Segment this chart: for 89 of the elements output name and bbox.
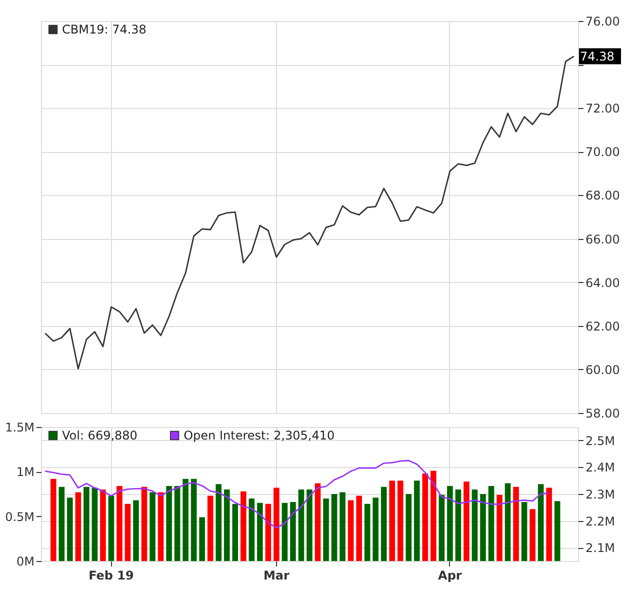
bar: [496, 494, 502, 561]
bar: [116, 486, 122, 561]
bar: [397, 480, 404, 561]
bar: [406, 494, 412, 561]
bar: [314, 483, 321, 561]
y-tick-label: 1.5M: [5, 420, 34, 434]
y2-tick-label: 2.5M: [586, 434, 615, 448]
bar: [290, 502, 296, 561]
bar: [265, 504, 272, 561]
bar: [248, 498, 255, 561]
y2-tick-label: 2.4M: [586, 460, 615, 475]
bar: [100, 490, 106, 561]
bar: [84, 486, 90, 561]
line-series: [44, 460, 550, 528]
bar: [240, 491, 246, 561]
bar: [50, 478, 56, 561]
bar: [340, 492, 346, 561]
bar: [158, 492, 164, 561]
y-tick-label: 1M: [16, 465, 34, 480]
bar: [232, 504, 238, 561]
legend-label: Open Interest: 2,305,410: [184, 428, 335, 442]
y-tick-label: 68.00: [586, 188, 620, 203]
bar: [257, 502, 263, 561]
y-tick-label: 60.00: [586, 362, 620, 377]
bar: [124, 504, 131, 561]
x-tick-label: Feb 19: [88, 568, 134, 582]
bar: [422, 473, 428, 561]
bar: [199, 517, 205, 561]
legend-label: Vol: 669,880: [62, 428, 138, 442]
y-tick-label: 64.00: [586, 276, 620, 290]
bar: [323, 498, 329, 561]
bar: [372, 498, 378, 561]
y2-tick-label: 2.3M: [586, 488, 615, 502]
bar: [414, 480, 420, 561]
bar: [224, 490, 230, 561]
bar: [488, 486, 494, 561]
bar: [306, 490, 312, 561]
y-tick-label: 0.5M: [5, 510, 34, 524]
bar: [282, 502, 288, 561]
line-series: [44, 56, 575, 370]
y-tick-label: 62.00: [586, 319, 620, 334]
bar: [92, 488, 98, 561]
y-tick-label: 70.00: [586, 145, 620, 160]
bar: [331, 494, 338, 561]
bar: [504, 483, 511, 561]
bar: [546, 488, 552, 561]
bar: [472, 490, 478, 561]
y-tick-label: 66.00: [586, 232, 620, 246]
bar: [464, 481, 470, 561]
bar: [133, 500, 139, 561]
bar: [538, 484, 544, 561]
text: 74.38: [580, 49, 614, 64]
bar: [274, 488, 280, 561]
bar: [430, 470, 436, 561]
y2-tick-label: 2.1M: [586, 541, 615, 556]
bar: [150, 492, 156, 561]
bar: [521, 502, 528, 561]
x-tick-label: Mar: [263, 568, 290, 582]
legend-label: CBM19: 74.38: [62, 22, 146, 36]
y-tick-label: 76.00: [586, 14, 620, 28]
bar: [67, 498, 73, 561]
y-tick-label: 58.00: [586, 406, 620, 420]
bar: [554, 501, 560, 561]
y-tick-label: 72.00: [586, 102, 620, 116]
bar: [513, 486, 519, 561]
bar: [364, 504, 370, 561]
bar: [530, 509, 536, 561]
bar: [190, 478, 197, 561]
bar: [438, 494, 445, 561]
bar: [348, 500, 354, 561]
bar: [207, 496, 214, 561]
y-tick-label: 0M: [16, 554, 34, 568]
bar: [108, 496, 114, 561]
bar: [455, 490, 462, 561]
bar: [174, 486, 180, 561]
bar: [298, 490, 304, 561]
bar: [389, 480, 396, 561]
bar: [182, 478, 188, 561]
bar: [216, 484, 222, 561]
bar: [380, 486, 387, 561]
bar: [166, 486, 172, 561]
bar: [356, 496, 362, 561]
bar: [75, 492, 82, 561]
x-tick-label: Apr: [438, 568, 462, 582]
bar: [141, 486, 148, 561]
y2-tick-label: 2.2M: [586, 514, 615, 528]
bar: [480, 494, 486, 561]
bar: [447, 486, 453, 561]
bar: [58, 486, 65, 561]
